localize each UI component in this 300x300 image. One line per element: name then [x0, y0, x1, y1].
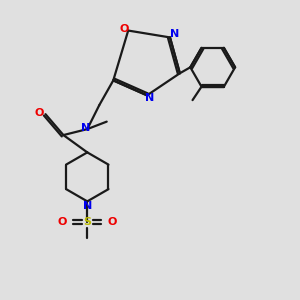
- Text: S: S: [83, 217, 91, 227]
- Text: N: N: [146, 93, 154, 103]
- Text: N: N: [81, 123, 90, 133]
- Text: O: O: [57, 217, 67, 227]
- Text: O: O: [35, 108, 44, 118]
- Text: O: O: [119, 24, 128, 34]
- Text: N: N: [83, 201, 92, 211]
- Text: O: O: [108, 217, 117, 227]
- Text: N: N: [170, 29, 179, 39]
